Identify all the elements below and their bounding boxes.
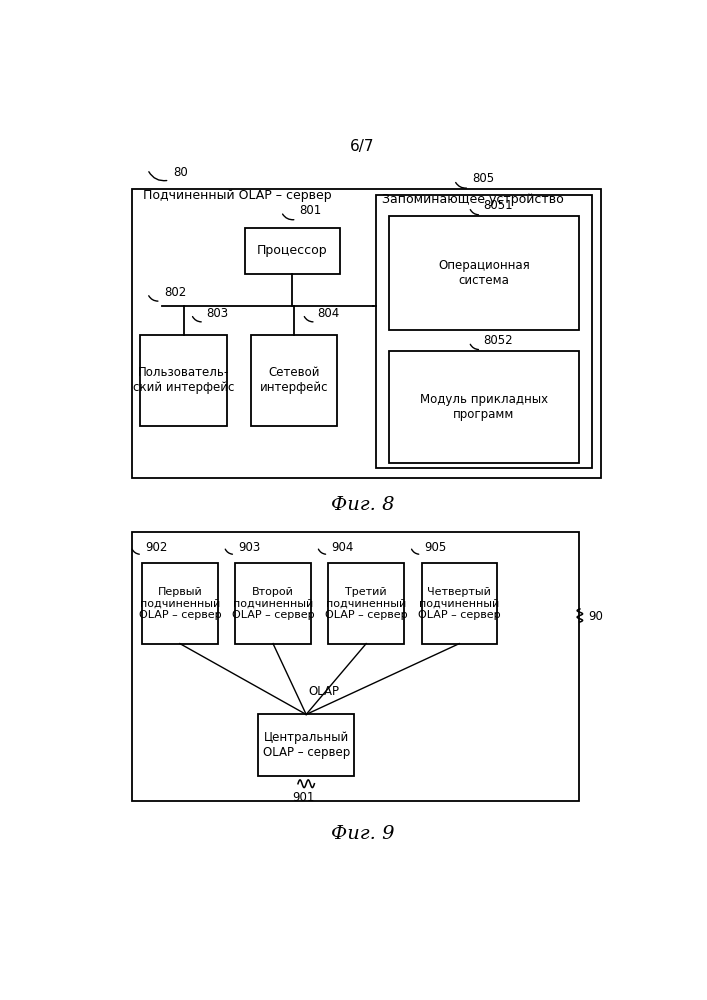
Text: Процессор: Процессор bbox=[257, 244, 328, 257]
Text: 804: 804 bbox=[317, 307, 339, 320]
Text: Фиг. 9: Фиг. 9 bbox=[331, 825, 394, 843]
Text: 901: 901 bbox=[293, 791, 315, 804]
Text: 801: 801 bbox=[299, 204, 322, 217]
FancyBboxPatch shape bbox=[376, 195, 592, 468]
FancyBboxPatch shape bbox=[132, 189, 601, 478]
FancyBboxPatch shape bbox=[132, 532, 579, 801]
FancyBboxPatch shape bbox=[421, 563, 497, 644]
Text: Центральный
OLAP – сервер: Центральный OLAP – сервер bbox=[262, 731, 350, 759]
Text: Операционная
система: Операционная система bbox=[438, 259, 530, 287]
FancyBboxPatch shape bbox=[235, 563, 311, 644]
Text: Пользователь-
ский интерфейс: Пользователь- ский интерфейс bbox=[133, 366, 235, 394]
Text: Запоминающее устройство: Запоминающее устройство bbox=[382, 193, 563, 206]
Text: 8051: 8051 bbox=[483, 199, 513, 212]
Text: Сетевой
интерфейс: Сетевой интерфейс bbox=[259, 366, 328, 394]
Text: OLAP: OLAP bbox=[308, 685, 339, 698]
Text: 90: 90 bbox=[588, 610, 603, 623]
Text: Модуль прикладных
программ: Модуль прикладных программ bbox=[420, 393, 548, 421]
FancyBboxPatch shape bbox=[389, 351, 579, 463]
FancyBboxPatch shape bbox=[389, 216, 579, 330]
Text: Подчиненный OLAP – сервер: Подчиненный OLAP – сервер bbox=[144, 189, 332, 202]
Text: 6/7: 6/7 bbox=[350, 139, 375, 154]
Text: 803: 803 bbox=[206, 307, 228, 320]
FancyBboxPatch shape bbox=[142, 563, 218, 644]
FancyBboxPatch shape bbox=[141, 335, 227, 426]
Text: Второй
подчиненный
OLAP – сервер: Второй подчиненный OLAP – сервер bbox=[232, 587, 315, 620]
Text: 8052: 8052 bbox=[483, 334, 513, 347]
Text: Первый
подчиненный
OLAP – сервер: Первый подчиненный OLAP – сервер bbox=[139, 587, 221, 620]
FancyBboxPatch shape bbox=[328, 563, 404, 644]
FancyBboxPatch shape bbox=[250, 335, 337, 426]
Text: 905: 905 bbox=[424, 541, 447, 554]
Text: 904: 904 bbox=[331, 541, 354, 554]
Text: 80: 80 bbox=[173, 166, 188, 179]
FancyBboxPatch shape bbox=[245, 228, 341, 274]
Text: Четвертый
подчиненный
OLAP – сервер: Четвертый подчиненный OLAP – сервер bbox=[418, 587, 501, 620]
FancyBboxPatch shape bbox=[258, 714, 354, 776]
Text: 903: 903 bbox=[238, 541, 260, 554]
Text: 902: 902 bbox=[145, 541, 167, 554]
Text: Третий
подчиненный
OLAP – сервер: Третий подчиненный OLAP – сервер bbox=[325, 587, 407, 620]
Text: Фиг. 8: Фиг. 8 bbox=[331, 496, 394, 514]
Text: 805: 805 bbox=[472, 172, 494, 185]
Text: 802: 802 bbox=[164, 286, 186, 299]
